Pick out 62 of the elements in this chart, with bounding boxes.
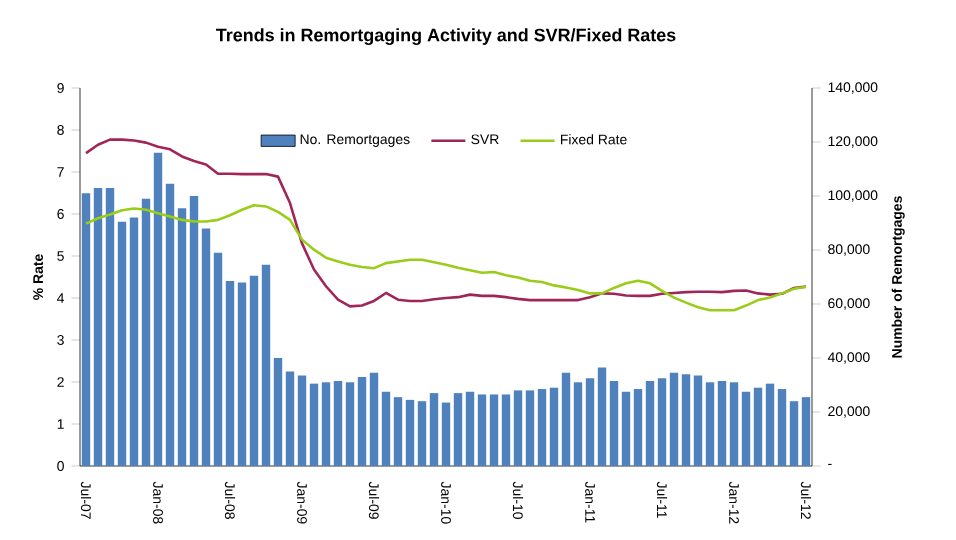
bar [189, 196, 199, 466]
bar [729, 382, 739, 466]
bar [717, 380, 727, 466]
bar [705, 382, 715, 466]
bar [681, 374, 691, 466]
bar [249, 275, 259, 466]
bar [633, 389, 643, 466]
bar [345, 382, 355, 466]
bar [117, 221, 127, 466]
bar [405, 399, 415, 466]
bar [525, 390, 535, 466]
bar [789, 401, 799, 466]
bar [441, 402, 451, 466]
bar [417, 401, 427, 466]
bar [273, 358, 283, 466]
bar [609, 380, 619, 466]
bar [153, 152, 163, 466]
bar [513, 390, 523, 466]
bar [561, 372, 571, 466]
bar [261, 264, 271, 466]
bar [501, 394, 511, 466]
bar [177, 208, 187, 466]
bar [309, 383, 319, 466]
bar [801, 397, 811, 466]
bar [213, 252, 223, 466]
bar [129, 217, 139, 466]
bar [201, 228, 211, 466]
bar [573, 382, 583, 466]
bar [753, 387, 763, 466]
bar [693, 375, 703, 466]
bar [393, 397, 403, 466]
bar [645, 380, 655, 466]
bar [537, 389, 547, 466]
bar [93, 187, 103, 466]
bar [297, 375, 307, 466]
bar [321, 382, 331, 466]
bar [333, 380, 343, 466]
bar [669, 372, 679, 466]
bar [465, 391, 475, 466]
bar [429, 393, 439, 466]
bar [489, 394, 499, 466]
bar [285, 371, 295, 466]
bar [477, 394, 487, 466]
bar [237, 282, 247, 466]
bar [777, 389, 787, 466]
bar [597, 367, 607, 466]
bar [657, 378, 667, 466]
bar [357, 376, 367, 466]
bar [369, 372, 379, 466]
bar [621, 391, 631, 466]
bar [141, 198, 151, 466]
chart-title: Trends in Remortgaging Activity and SVR/Fixed Rates [216, 28, 676, 46]
bar [81, 193, 91, 466]
bar [165, 183, 175, 466]
bar [105, 187, 115, 466]
bar [453, 393, 463, 466]
bar [765, 383, 775, 466]
bar [549, 387, 559, 466]
bar [381, 391, 391, 466]
bar [585, 378, 595, 466]
bar [225, 281, 235, 466]
bar [741, 391, 751, 466]
